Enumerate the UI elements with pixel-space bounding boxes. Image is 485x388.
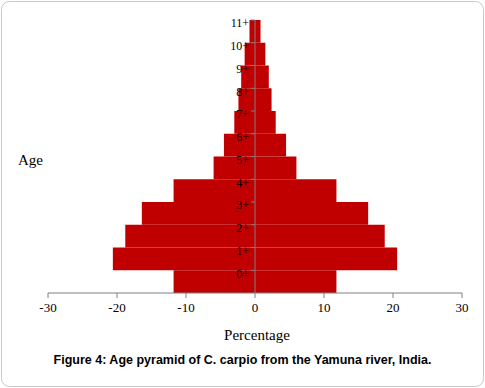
y-tick	[251, 202, 255, 203]
bar	[255, 179, 336, 202]
y-tick	[251, 42, 255, 43]
y-axis-label: Age	[18, 152, 43, 168]
x-tick	[186, 293, 187, 298]
x-tick-label: -30	[39, 300, 56, 315]
y-tick	[251, 111, 255, 112]
y-tick-label: 11+	[231, 16, 250, 30]
bar	[255, 20, 261, 43]
frame	[2, 2, 484, 387]
bar	[249, 20, 255, 43]
chart-root: 0+ 1+ 2+ 3+ 4+ 5+ 6+ 7+ 8+ 9+ 10+ 11+ -30 -20 -10 0 10 20…	[0, 0, 485, 388]
y-tick	[251, 65, 255, 66]
y-tick-label: 6+	[236, 130, 249, 144]
x-tick	[117, 293, 118, 298]
y-tick-label: 4+	[236, 176, 249, 190]
y-tick-label: 5+	[236, 153, 249, 167]
x-tick-label: 30	[456, 300, 469, 315]
x-tick	[255, 293, 256, 298]
x-tick-label: -20	[108, 300, 125, 315]
y-tick-label: 2+	[236, 221, 249, 235]
bar	[255, 134, 286, 157]
x-axis-label: Percentage	[224, 327, 290, 343]
bar	[255, 157, 296, 180]
y-tick	[251, 224, 255, 225]
y-tick-label: 0+	[236, 267, 249, 281]
y-tick	[251, 156, 255, 157]
x-tick-label: 10	[318, 300, 331, 315]
y-tick	[251, 20, 255, 21]
bar	[113, 248, 255, 271]
y-tick	[251, 88, 255, 89]
bar	[255, 88, 272, 111]
y-tick	[251, 270, 255, 271]
x-tick-label: 20	[387, 300, 400, 315]
y-tick	[251, 179, 255, 180]
bar	[255, 225, 385, 248]
bar	[255, 248, 397, 271]
y-tick-label: 7+	[236, 107, 249, 121]
bar	[255, 202, 368, 225]
bar	[255, 66, 269, 89]
y-tick-label: 9+	[236, 62, 249, 76]
bar	[255, 111, 276, 134]
y-tick-label: 10+	[230, 39, 249, 53]
chart: 0+ 1+ 2+ 3+ 4+ 5+ 6+ 7+ 8+ 9+ 10+ 11+ -30 -20 -10 0 10 20…	[0, 0, 485, 388]
y-tick-label: 1+	[236, 244, 249, 258]
x-tick	[48, 293, 49, 298]
y-tick	[251, 133, 255, 134]
title: Figure 4: Age pyramid of C. carpio from …	[54, 353, 432, 367]
bars	[113, 20, 397, 293]
x-tick	[462, 293, 463, 298]
y-tick-label: 8+	[236, 85, 249, 99]
y-tick-label: 3+	[236, 198, 249, 212]
bar	[255, 270, 336, 293]
bar	[255, 43, 265, 66]
x-tick	[324, 293, 325, 298]
x-tick-label: -10	[177, 300, 194, 315]
x-tick	[393, 293, 394, 298]
y-tick	[251, 247, 255, 248]
x-tick-label: 0	[252, 300, 259, 315]
